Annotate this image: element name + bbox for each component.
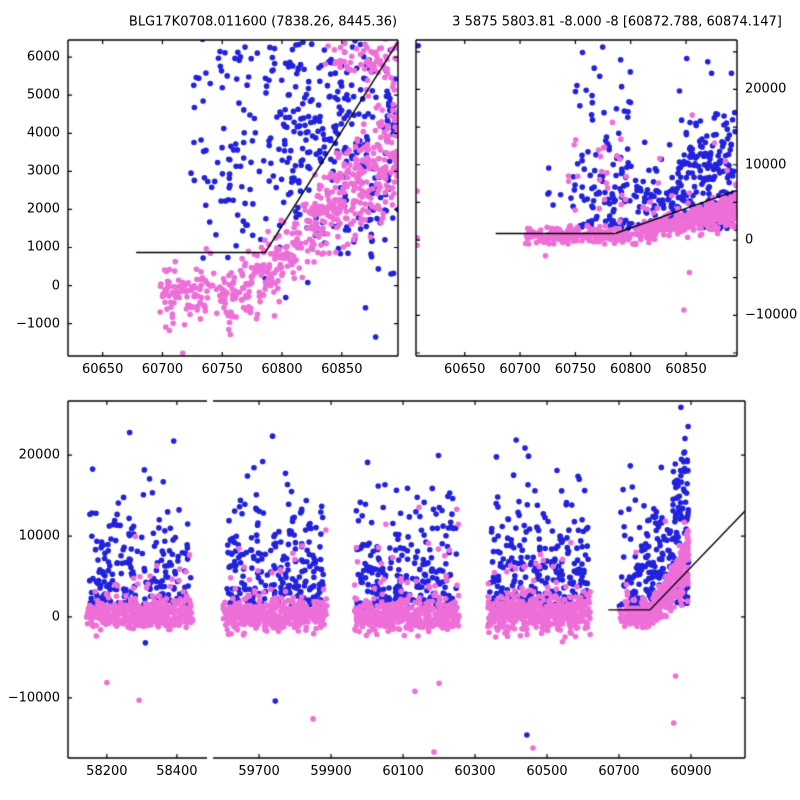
y-tick-label: 20000 <box>18 447 60 463</box>
y-tick-label: 3000 <box>26 163 60 179</box>
x-tick-label: 60650 <box>444 362 486 377</box>
x-tick-label: 59700 <box>238 764 280 779</box>
x-tick-label: 60700 <box>499 362 541 377</box>
x-tick-label: 60300 <box>454 764 496 779</box>
x-tick-label: 58400 <box>156 764 198 779</box>
y-tick-label: 2000 <box>26 201 60 217</box>
y-tick-label: 1000 <box>26 239 60 255</box>
x-tick-label: 60750 <box>554 362 597 377</box>
x-tick-label: 60750 <box>201 362 243 377</box>
figure-title-right: 3 5875 5803.81 -8.000 -8 [60872.788, 608… <box>452 14 782 30</box>
y-tick-label: −1000 <box>16 316 60 332</box>
x-tick-label: 60800 <box>610 362 652 377</box>
y-tick-label: 0 <box>745 232 754 248</box>
y-tick-label: 0 <box>51 278 60 294</box>
y-tick-label: 6000 <box>26 49 60 65</box>
y-tick-label: −10000 <box>7 690 60 706</box>
x-tick-label: 60500 <box>526 764 568 779</box>
x-tick-label: 58200 <box>86 764 128 779</box>
y-tick-label: 10000 <box>18 528 60 544</box>
y-tick-label: 5000 <box>26 87 60 103</box>
figure-title-left: BLG17K0708.011600 (7838.26, 8445.36) <box>128 14 398 30</box>
x-tick-label: 59900 <box>310 764 352 779</box>
x-tick-label: 60700 <box>141 362 184 377</box>
x-tick-label: 60850 <box>665 362 707 377</box>
x-tick-label: 60100 <box>382 764 424 779</box>
y-tick-label: 0 <box>51 609 60 625</box>
x-tick-label: 60800 <box>261 362 303 377</box>
x-tick-label: 60900 <box>670 764 712 779</box>
y-tick-label: −10000 <box>745 307 798 323</box>
y-tick-label: 20000 <box>745 81 787 97</box>
x-tick-label: 60700 <box>598 764 640 779</box>
x-tick-label: 60650 <box>81 362 124 377</box>
x-tick-label: 60850 <box>321 362 363 377</box>
y-tick-label: 10000 <box>745 157 787 173</box>
y-tick-label: 4000 <box>26 125 60 141</box>
